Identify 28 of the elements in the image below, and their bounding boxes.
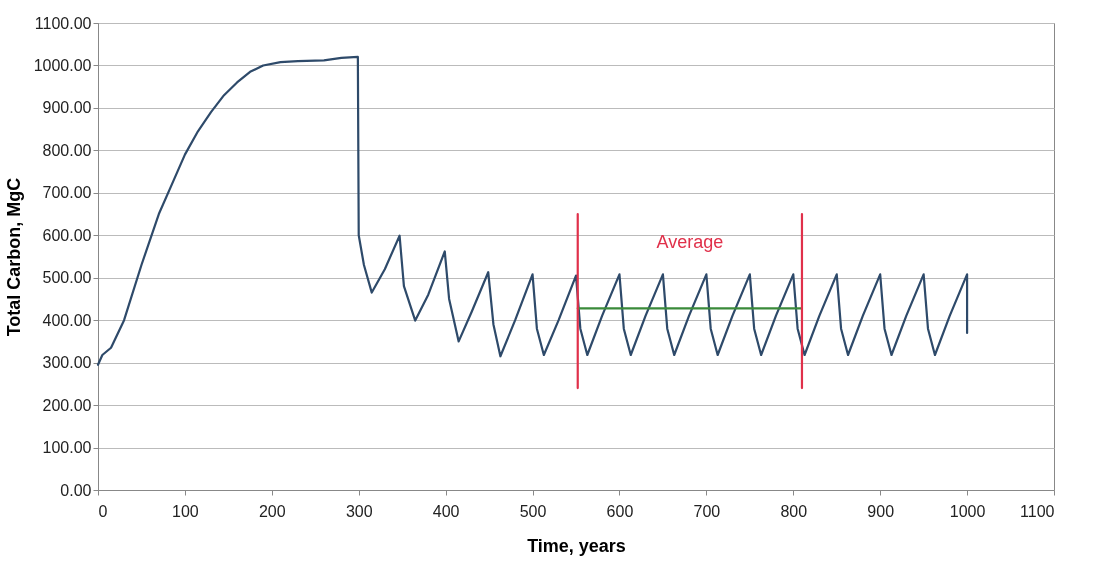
x-axis-title: Time, years	[527, 535, 626, 556]
y-tick-label: 1100.00	[34, 14, 92, 32]
x-tick-label: 300	[345, 502, 373, 520]
y-tick-label: 200.00	[42, 396, 92, 414]
x-tick-label: 400	[432, 502, 460, 520]
x-tick-label: 700	[693, 502, 721, 520]
annotation: Average	[656, 232, 724, 253]
y-tick-label: 300.00	[42, 354, 92, 372]
x-tick-label: 800	[780, 502, 808, 520]
x-tick-label: 0	[98, 502, 108, 520]
y-tick-label: 100.00	[42, 439, 92, 457]
x-tick-label: 1100	[1020, 502, 1055, 520]
y-tick-label: 1000.00	[33, 56, 92, 74]
y-tick-label: 0.00	[60, 481, 92, 499]
y-tick-label: 600.00	[42, 226, 92, 244]
x-tick-label: 600	[606, 502, 634, 520]
x-tick-label: 900	[867, 502, 895, 520]
y-tick-label: 700.00	[42, 184, 92, 202]
x-tick-label: 200	[258, 502, 286, 520]
y-tick-label: 400.00	[42, 311, 92, 329]
y-axis-title: Total Carbon, MgC	[3, 177, 24, 337]
y-tick-label: 800.00	[42, 141, 92, 159]
x-tick-label: 100	[172, 502, 199, 520]
y-tick-label: 500.00	[42, 269, 92, 287]
x-tick-label: 500	[519, 502, 547, 520]
x-tick-label: 1000	[949, 502, 986, 520]
y-tick-label: 900.00	[42, 99, 92, 117]
line-series	[96, 55, 969, 366]
